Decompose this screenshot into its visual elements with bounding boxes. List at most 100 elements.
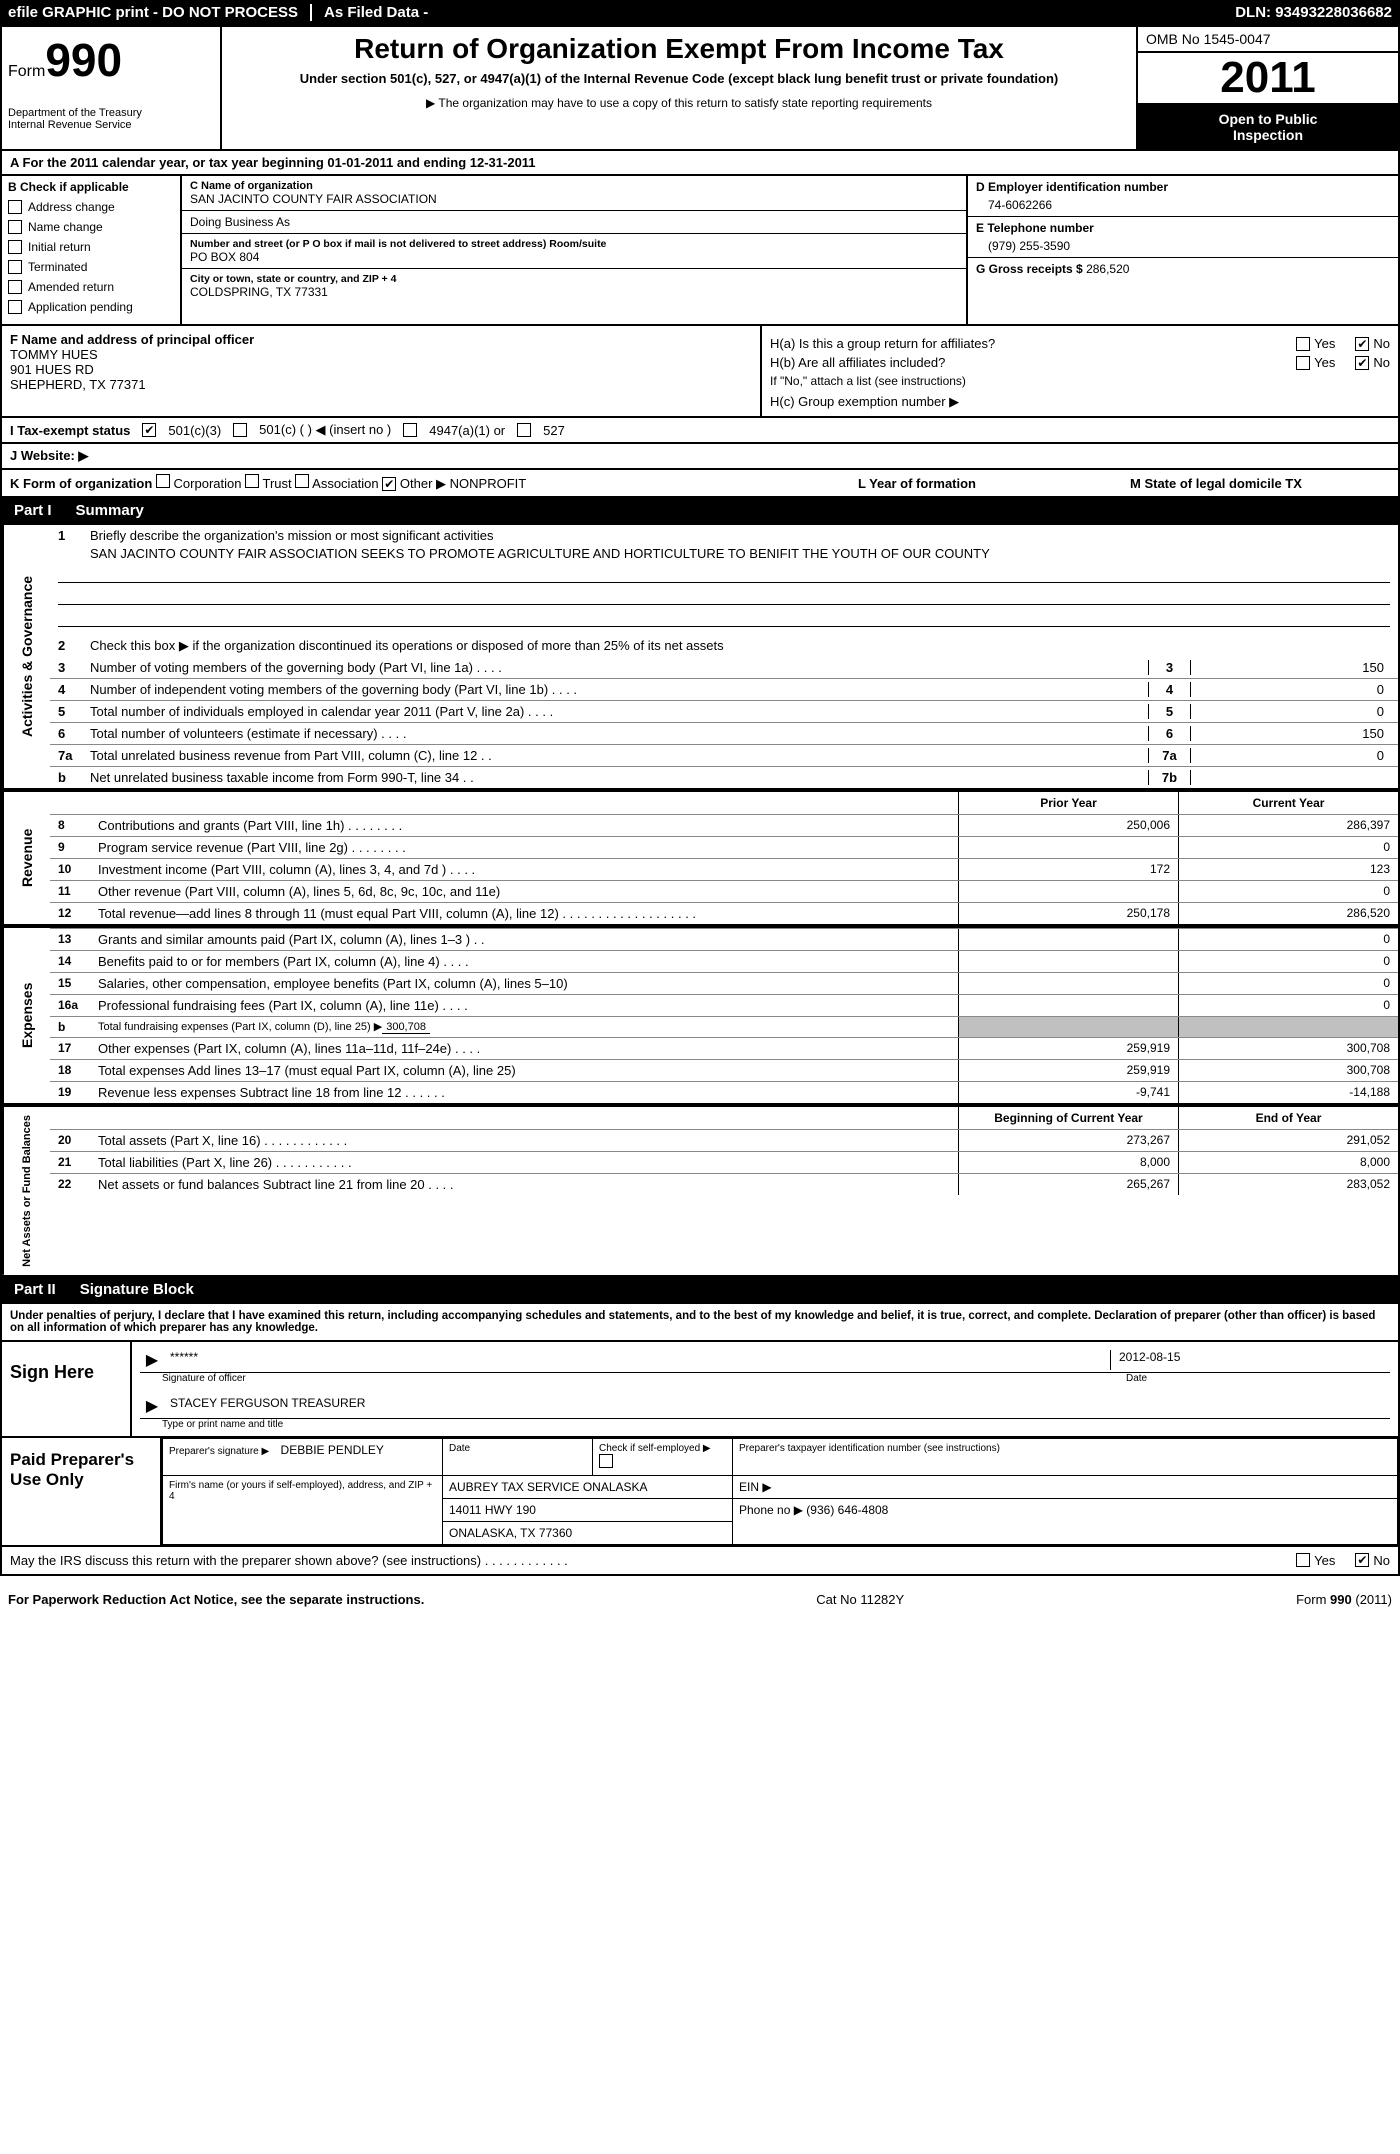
- col-b: B Check if applicable Address change Nam…: [2, 176, 182, 324]
- chk-initial-return[interactable]: [8, 240, 22, 254]
- chk-name-change[interactable]: [8, 220, 22, 234]
- part-i-header: Part I Summary: [0, 498, 1400, 525]
- hb-row: H(b) Are all affiliates included? Yes ✔ N…: [770, 355, 1390, 370]
- hb-yes-chk[interactable]: [1296, 356, 1310, 370]
- gov-block: Activities & Governance 1Briefly describ…: [0, 525, 1400, 790]
- rev-block: Revenue Prior Year Current Year 8Contrib…: [0, 790, 1400, 926]
- chk-app-pending[interactable]: [8, 300, 22, 314]
- gross-value: 286,520: [1086, 262, 1129, 276]
- org-name-label: C Name of organization: [190, 180, 958, 192]
- ha-yes-chk[interactable]: [1296, 337, 1310, 351]
- dln-value: 93493228036682: [1275, 4, 1392, 21]
- j-label: J Website: ▶: [10, 448, 88, 464]
- header-right: OMB No 1545-0047 2011 Open to Public Ins…: [1138, 27, 1398, 149]
- hb-yes: Yes: [1314, 355, 1335, 370]
- dln-box: DLN: 93493228036682: [1235, 4, 1392, 21]
- lbl-app-pending: Application pending: [28, 300, 133, 314]
- prep-sig-cell: Preparer's signature ▶ DEBBIE PENDLEY: [163, 1438, 443, 1475]
- r8p: 250,006: [958, 815, 1178, 836]
- opt-other: Other ▶: [400, 476, 446, 491]
- ha-row: H(a) Is this a group return for affiliat…: [770, 336, 1390, 351]
- n22: 22: [50, 1174, 98, 1195]
- form-number-box: Form990 Department of the Treasury Inter…: [2, 27, 222, 149]
- c4: 4: [1148, 682, 1190, 697]
- na-tab: Net Assets or Fund Balances: [2, 1107, 50, 1275]
- dept-irs: Internal Revenue Service: [8, 119, 214, 131]
- chk-assoc[interactable]: [295, 474, 309, 488]
- n16a: 16a: [50, 995, 98, 1016]
- section-a-year: A For the 2011 calendar year, or tax yea…: [0, 151, 1400, 176]
- part-i-label: Part I: [14, 502, 52, 519]
- sig-name-sub: Type or print name and title: [132, 1419, 1398, 1430]
- form-note: ▶ The organization may have to use a cop…: [242, 96, 1116, 110]
- r10p: 172: [958, 859, 1178, 880]
- l5-desc: Total number of individuals employed in …: [90, 704, 1148, 719]
- ein-label: D Employer identification number: [976, 180, 1390, 194]
- discuss-yes-chk[interactable]: [1296, 1553, 1310, 1567]
- chk-501c3[interactable]: ✔: [142, 423, 156, 437]
- v7a: 0: [1190, 748, 1390, 763]
- prep-phone: (936) 646-4808: [806, 1503, 888, 1517]
- n3: 3: [58, 660, 90, 675]
- sig-arrow2-icon: ▶: [140, 1396, 164, 1416]
- n4: 4: [58, 682, 90, 697]
- chk-501c[interactable]: [233, 423, 247, 437]
- na-content: Beginning of Current Year End of Year 20…: [50, 1107, 1398, 1275]
- r20d: Total assets (Part X, line 16) . . . . .…: [98, 1130, 958, 1151]
- hb-label: H(b) Are all affiliates included?: [770, 355, 945, 370]
- k-left: K Form of organization Corporation Trust…: [10, 474, 846, 492]
- sig-stars: ******: [164, 1350, 1110, 1370]
- n16b: b: [50, 1017, 98, 1037]
- r11d: Other revenue (Part VIII, column (A), li…: [98, 881, 958, 902]
- n14: 14: [50, 951, 98, 972]
- discuss-yes: Yes: [1314, 1553, 1335, 1568]
- sig-line2: ▶ STACEY FERGUSON TREASURER: [140, 1394, 1390, 1419]
- r22b: 265,267: [958, 1174, 1178, 1195]
- prep-label: Paid Preparer's Use Only: [2, 1438, 162, 1545]
- n20: 20: [50, 1130, 98, 1151]
- officer-addr2: SHEPHERD, TX 77371: [10, 377, 752, 392]
- rev-content: Prior Year Current Year 8Contributions a…: [50, 792, 1398, 924]
- n17: 17: [50, 1038, 98, 1059]
- chk-527[interactable]: [517, 423, 531, 437]
- r17p: 259,919: [958, 1038, 1178, 1059]
- col-d: D Employer identification number 74-6062…: [968, 176, 1398, 324]
- perjury-text: Under penalties of perjury, I declare th…: [0, 1304, 1400, 1342]
- dba-row: Doing Business As: [182, 211, 966, 234]
- discuss-no-chk[interactable]: ✔: [1355, 1553, 1369, 1567]
- chk-4947[interactable]: [403, 423, 417, 437]
- chk-terminated[interactable]: [8, 260, 22, 274]
- l2-desc: Check this box ▶ if the organization dis…: [90, 638, 1390, 654]
- prep-self-chk[interactable]: [599, 1454, 613, 1468]
- chk-corp[interactable]: [156, 474, 170, 488]
- row-j: J Website: ▶: [0, 444, 1400, 470]
- r14d: Benefits paid to or for members (Part IX…: [98, 951, 958, 972]
- r15c: 0: [1178, 973, 1398, 994]
- r13p: [958, 929, 1178, 950]
- efile-label: efile GRAPHIC print - DO NOT PROCESS: [8, 4, 312, 21]
- chk-address-change[interactable]: [8, 200, 22, 214]
- n9: 9: [50, 837, 98, 858]
- chk-trust[interactable]: [245, 474, 259, 488]
- n6: 6: [58, 726, 90, 741]
- form-990-page: efile GRAPHIC print - DO NOT PROCESS As …: [0, 0, 1400, 1615]
- addr-label: Number and street (or P O box if mail is…: [190, 238, 958, 250]
- opt-trust: Trust: [262, 476, 291, 491]
- chk-amended[interactable]: [8, 280, 22, 294]
- row-k: K Form of organization Corporation Trust…: [0, 470, 1400, 498]
- r20e: 291,052: [1178, 1130, 1398, 1151]
- sig-sub1: Signature of officer Date: [132, 1373, 1398, 1384]
- hb-no: No: [1373, 355, 1390, 370]
- form-title: Return of Organization Exempt From Incom…: [242, 33, 1116, 65]
- hb-no-chk[interactable]: ✔: [1355, 356, 1369, 370]
- n15: 15: [50, 973, 98, 994]
- prep-date-lbl: Date: [443, 1438, 593, 1475]
- r21b: 8,000: [958, 1152, 1178, 1173]
- prep-grid: Paid Preparer's Use Only Preparer's sign…: [0, 1438, 1400, 1547]
- mission-text: SAN JACINTO COUNTY FAIR ASSOCIATION SEEK…: [50, 546, 1398, 561]
- r9c: 0: [1178, 837, 1398, 858]
- ha-no-chk[interactable]: ✔: [1355, 337, 1369, 351]
- prep-sig-lbl: Preparer's signature ▶: [169, 1446, 269, 1457]
- gov-content: 1Briefly describe the organization's mis…: [50, 525, 1398, 788]
- chk-other[interactable]: ✔: [382, 477, 396, 491]
